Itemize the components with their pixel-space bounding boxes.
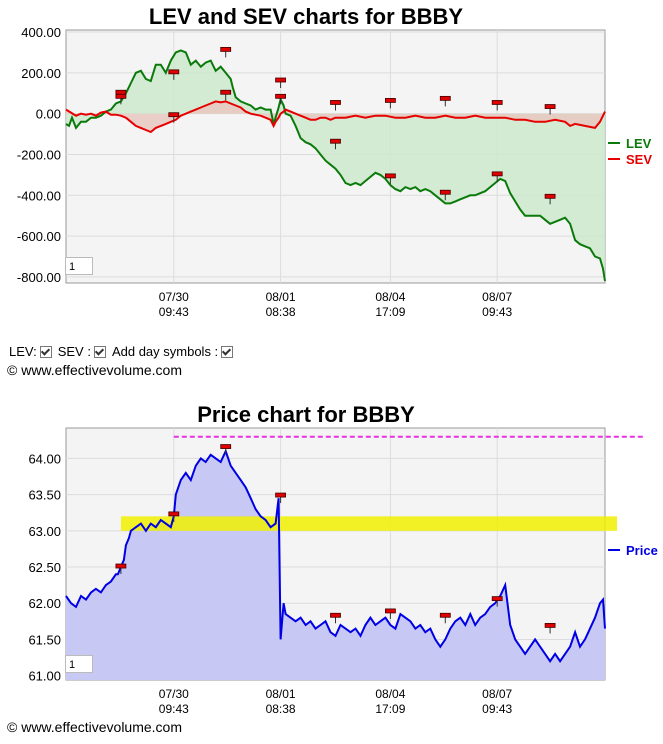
- legend: Price: [608, 543, 658, 558]
- day-marker: [384, 173, 396, 179]
- x-tick-date: 08/01: [266, 290, 296, 304]
- x-tick-date: 08/07: [482, 687, 512, 701]
- x-tick-time: 09:43: [159, 305, 189, 319]
- day-symbols-checkbox[interactable]: [221, 345, 234, 358]
- series-toggles: LEV: SEV : Add day symbols :: [7, 344, 237, 359]
- y-tick-label: -800.00: [17, 270, 61, 285]
- x-tick-date: 08/07: [482, 290, 512, 304]
- x-tick-time: 09:43: [482, 702, 512, 716]
- y-axis: 64.00 63.50 63.00 62.50 62.00 61.50 61.00: [28, 451, 61, 683]
- day-marker: [544, 104, 556, 109]
- day-marker: [384, 608, 396, 614]
- x-tick-date: 08/01: [266, 687, 296, 701]
- x-tick-time: 09:43: [482, 305, 512, 319]
- day-marker: [220, 47, 232, 52]
- day-marker: [220, 89, 232, 95]
- day-marker: [330, 612, 341, 618]
- day-marker: [491, 171, 503, 177]
- day-markers: [115, 444, 556, 634]
- price-area-fill: [66, 451, 605, 680]
- chart-title: Price chart for BBBY: [197, 402, 415, 427]
- zoom-input[interactable]: 1: [65, 257, 93, 275]
- day-marker: [168, 69, 180, 75]
- lev-toggle-label: LEV:: [9, 344, 37, 359]
- lev-sev-chart: LEV and SEV charts for BBBY 400.00 200.00…: [17, 4, 652, 319]
- y-tick-label: -200.00: [17, 147, 61, 162]
- day-marker: [439, 95, 451, 101]
- day-marker: [384, 98, 396, 103]
- day-markers: [115, 47, 556, 205]
- legend: LEV SEV: [608, 136, 652, 167]
- day-symbols-label: Add day symbols :: [111, 344, 219, 359]
- y-tick-label: 400.00: [21, 25, 61, 40]
- price-chart: Price chart for BBBY 64.00 63.50 63.00 62.5…: [28, 402, 657, 716]
- day-marker: [439, 612, 451, 618]
- resistance-band: [120, 516, 618, 531]
- day-marker: [330, 138, 341, 144]
- day-marker: [115, 93, 127, 99]
- lev-checkbox[interactable]: [39, 345, 52, 358]
- x-tick-date: 07/30: [159, 687, 189, 701]
- lev-series-line: [65, 49, 606, 282]
- x-tick-time: 08:38: [266, 305, 296, 319]
- x-tick-time: 09:43: [159, 702, 189, 716]
- day-marker: [275, 77, 287, 83]
- price-legend-label: Price: [626, 543, 658, 558]
- day-marker: [168, 112, 180, 118]
- price-series-line: [65, 448, 606, 663]
- y-tick-label: 62.50: [28, 560, 61, 575]
- chart-title: LEV and SEV charts for BBBY: [149, 4, 464, 29]
- day-marker: [491, 596, 503, 602]
- sev-toggle-label: SEV :: [57, 344, 91, 359]
- x-tick-time: 17:09: [375, 305, 405, 319]
- zoom-input[interactable]: 1: [65, 655, 93, 673]
- x-tick-date: 08/04: [375, 290, 405, 304]
- day-marker: [275, 492, 287, 498]
- copyright: © www.effectivevolume.com: [7, 719, 183, 735]
- day-marker: [115, 89, 127, 95]
- lev-legend-label: LEV: [626, 136, 652, 151]
- day-marker: [544, 193, 556, 199]
- day-marker: [220, 444, 232, 449]
- y-tick-label: 63.50: [28, 488, 61, 503]
- copyright: © www.effectivevolume.com: [7, 362, 183, 378]
- day-marker: [544, 623, 556, 628]
- day-marker: [330, 100, 341, 105]
- y-tick-label: 63.00: [28, 524, 61, 539]
- y-tick-label: 0.00: [36, 107, 61, 122]
- y-tick-label: 61.00: [28, 669, 61, 684]
- x-tick-date: 07/30: [159, 290, 189, 304]
- x-tick-date: 08/04: [375, 687, 405, 701]
- y-tick-label: 200.00: [21, 66, 61, 81]
- x-tick-time: 08:38: [266, 702, 296, 716]
- sev-legend-label: SEV: [626, 152, 652, 167]
- y-tick-label: 64.00: [28, 451, 61, 466]
- day-marker: [491, 100, 503, 105]
- y-tick-label: 62.00: [28, 596, 61, 611]
- y-tick-label: -600.00: [17, 229, 61, 244]
- y-tick-label: 61.50: [28, 632, 61, 647]
- y-tick-label: -400.00: [17, 188, 61, 203]
- y-axis: 400.00 200.00 0.00 -200.00 -400.00 -600.00 -80…: [17, 25, 61, 285]
- sev-checkbox[interactable]: [93, 345, 106, 358]
- sev-series-line: [65, 100, 606, 134]
- day-marker: [168, 511, 180, 517]
- day-marker: [439, 189, 451, 195]
- day-marker: [275, 93, 287, 99]
- x-tick-time: 17:09: [375, 702, 405, 716]
- day-marker: [115, 563, 127, 569]
